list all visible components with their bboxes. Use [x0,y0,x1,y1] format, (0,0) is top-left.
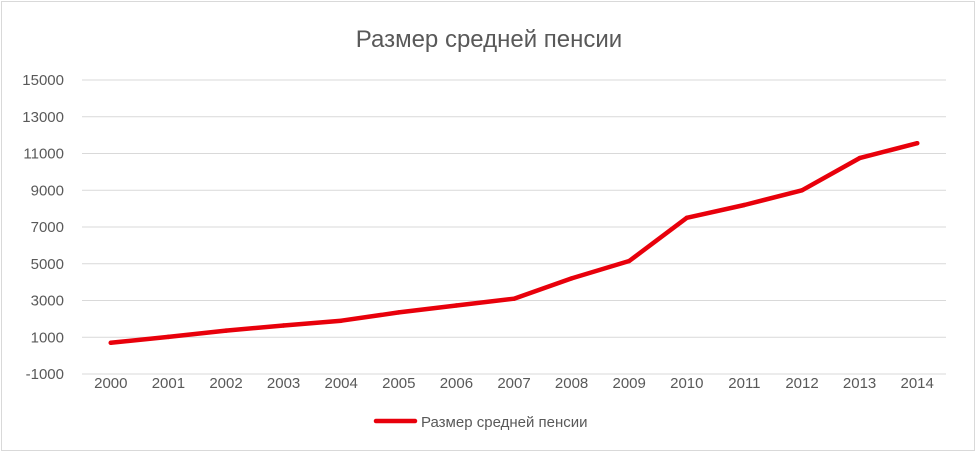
x-tick-label: 2002 [209,375,242,392]
data-point [223,328,229,333]
data-point [396,310,401,315]
y-tick-label: 3000 [31,293,64,310]
x-axis-tick-labels: 2000 2001 2002 2003 2004 2005 2006 2007 2008 2009… [94,375,934,392]
y-tick-label: 15000 [22,72,64,89]
data-point [799,188,805,193]
y-axis-tick-labels: 15000 13000 11000 9000 7000 5000 3000 1000 -1000 [22,72,64,383]
chart-title: Размер средней пенсии [356,26,622,53]
x-tick-label: 2003 [267,375,300,392]
y-tick-label: -1000 [26,366,64,383]
data-point [684,215,689,221]
series-lines [108,140,920,346]
x-tick-label: 2006 [440,375,473,392]
x-tick-label: 2013 [843,375,876,392]
x-tick-label: 2011 [728,375,760,392]
data-point [108,340,114,345]
data-point [857,155,862,161]
data-point [281,323,286,328]
x-tick-label: 2012 [785,375,818,392]
x-tick-label: 2000 [94,375,127,392]
data-point [569,276,574,281]
x-tick-label: 2004 [325,375,358,392]
x-tick-label: 2008 [555,375,588,392]
series-line [108,140,920,346]
x-tick-label: 2007 [497,375,530,392]
x-tick-label: 2009 [613,375,646,392]
data-point [627,258,632,264]
data-point [166,334,171,340]
y-tick-label: 13000 [22,109,64,126]
data-point [742,202,747,208]
legend: Размер средней пенсии [373,414,588,431]
x-tick-label: 2005 [382,375,415,392]
x-tick-label: 2010 [670,375,703,392]
gridlines [82,79,946,375]
y-tick-label: 7000 [31,219,64,236]
data-point [454,303,459,308]
legend-label: Размер средней пенсии [421,414,588,431]
y-tick-label: 9000 [31,182,64,199]
data-point [511,296,517,301]
x-tick-label: 2001 [152,375,185,392]
data-point [339,318,344,323]
y-tick-label: 1000 [31,329,64,346]
data-point [915,141,920,146]
y-tick-label: 11000 [23,146,64,163]
y-tick-label: 5000 [31,256,64,273]
x-tick-label: 2014 [901,375,934,392]
